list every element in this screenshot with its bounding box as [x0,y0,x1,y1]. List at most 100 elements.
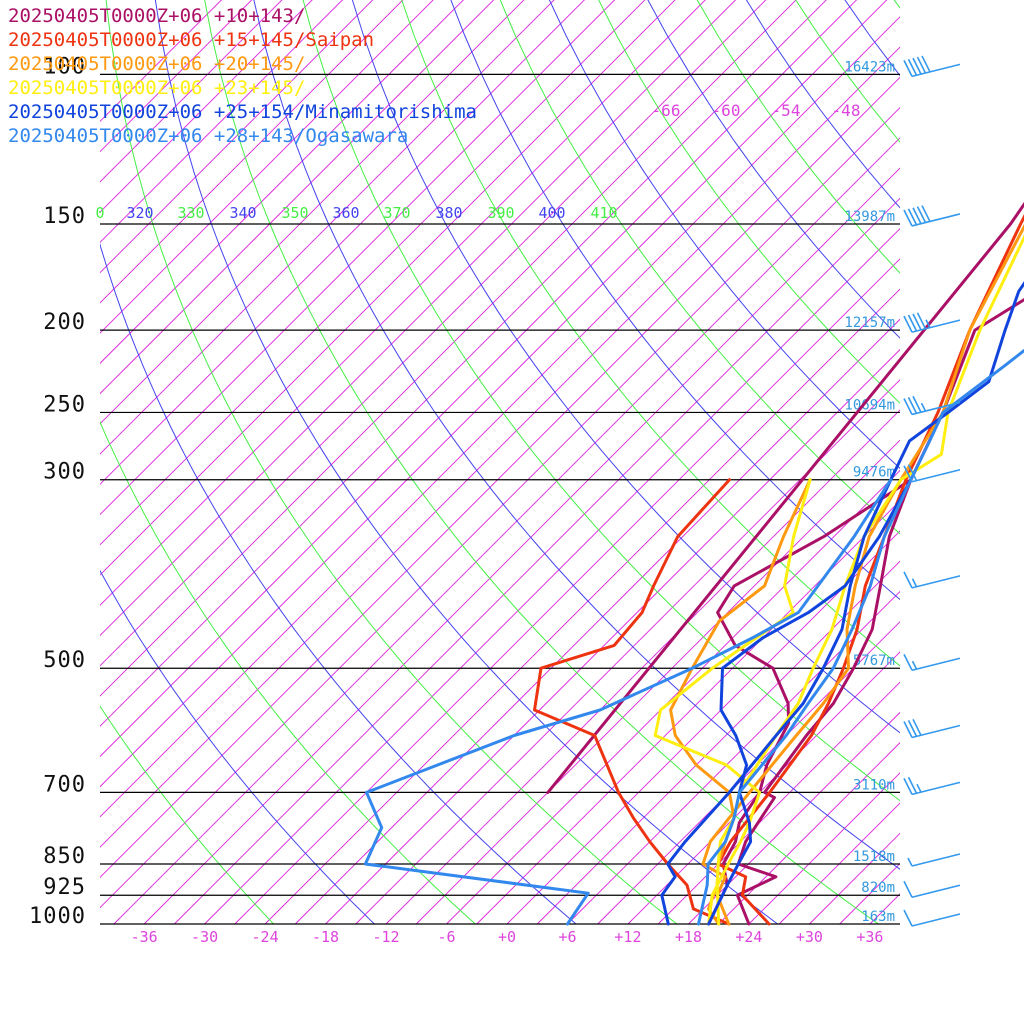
legend-entry: 20250405T0000Z+06 +23+145/ [8,77,305,99]
x-tick-label: +30 [796,928,823,946]
wind-barb-flag [912,395,922,413]
x-tick-label: -12 [372,928,399,946]
wind-barb [903,464,961,483]
theta-label: 340 [229,204,256,222]
wind-barb-flag [903,571,913,589]
theta-line [100,420,476,925]
pressure-label: 100 [43,54,86,79]
wind-barb-flag [907,58,918,76]
theta-label: 350 [281,204,308,222]
pressure-label: 925 [43,875,86,900]
wind-barb-staff [911,781,961,796]
isotherm-line [100,0,827,727]
wind-barb [907,853,961,867]
isotherm-line [100,0,585,485]
wind-barb-flag [903,721,913,738]
wind-barb-staff [911,213,961,227]
isotherm-line [100,16,900,818]
theta-label: 410 [590,204,617,222]
height-label: 13987m [844,209,895,225]
height-label: 820m [861,880,895,896]
wind-barb-flag [903,653,913,671]
upper-temp-label: -48 [832,101,861,120]
pressure-level-lines: 100 16423m 150 13987m 200 12157m 250 10694m 300 9… [29,54,900,929]
isotherm-line [100,0,616,516]
wind-barb-staff [911,319,961,333]
x-tick-label: +0 [498,928,516,946]
temperature-line [546,201,1024,926]
isotherm-line [991,0,1024,924]
dewpoint-line [653,478,812,926]
isotherm-line [809,832,900,925]
height-label: 10694m [844,397,895,413]
isotherm-line [536,560,900,925]
isotherm-line [961,0,1024,924]
isotherm-line [100,0,464,364]
theta-line [401,0,900,667]
height-label: 12157m [844,315,895,331]
isotherm-line [100,0,767,667]
wind-barb-flag [903,59,913,77]
isotherm-line [234,258,900,925]
x-tick-label: -30 [191,928,218,946]
upper-temp-label: -66 [652,101,681,120]
wind-barb-flag [903,909,913,927]
wind-barb-half-flag [911,660,918,670]
wind-barb-staff [911,401,961,416]
theta-label: 330 [177,204,204,222]
isotherm-line [100,46,900,848]
wind-barb-flag [903,465,913,483]
isotherm-line [385,409,900,925]
theta-line [351,0,900,734]
theta-line [100,569,375,925]
dewpoint-line [363,478,893,926]
theta-line [696,0,900,274]
wind-barb-flag [912,313,922,331]
pressure-label: 500 [43,648,86,673]
isotherm-line [295,318,900,925]
legend-entry: 20250405T0000Z+06 +20+145/ [8,53,305,75]
wind-barb-flag [907,208,918,226]
x-tick-label: +18 [675,928,702,946]
wind-barb-flag [907,464,918,481]
wind-barb-flag [912,57,922,75]
isotherm-line [100,0,888,788]
legend-entry: 20250405T0000Z+06 +15+145/Saipan [8,29,374,51]
theta-label: 0 [95,204,104,222]
height-label: 5767m [853,653,895,669]
isotherm-line [100,0,737,637]
isotherm-line [100,0,797,697]
legend-entry: 20250405T0000Z+06 +10+143/ [8,5,305,27]
legend-entry: 20250405T0000Z+06 +28+143/Ogasawara [8,125,408,147]
wind-barb-half-flag [916,783,922,793]
dewpoint-line [707,478,913,926]
isotherm-line [100,0,525,425]
wind-barb [903,909,961,927]
wind-barb-half-flag [907,857,913,867]
theta-label: 360 [332,204,359,222]
pressure-label: 250 [43,392,86,417]
temperature-line [660,281,1024,926]
theta-label: 320 [126,204,153,222]
wind-barb-staff [911,575,961,589]
wind-barb-staff [911,63,961,78]
height-label: 163m [861,909,895,925]
wind-barb [903,653,961,672]
isotherm-line [597,621,900,925]
x-tick-label: -18 [312,928,339,946]
wind-barb-flag [921,55,931,73]
wind-barb [903,571,961,589]
isotherm-line [355,379,900,925]
isotherm-line [100,0,858,758]
isotherm-line [657,681,900,925]
wind-barb-staff [911,884,961,899]
height-label: 16423m [844,59,895,75]
isotherm-line [174,197,900,925]
isotherm-line [264,288,900,925]
wind-barb-flag [907,396,918,414]
isotherm-line [506,530,900,925]
wind-barb-staff [911,724,961,739]
wind-barb [903,880,961,899]
wind-barb-staff [911,657,961,672]
wind-barb [903,776,961,796]
